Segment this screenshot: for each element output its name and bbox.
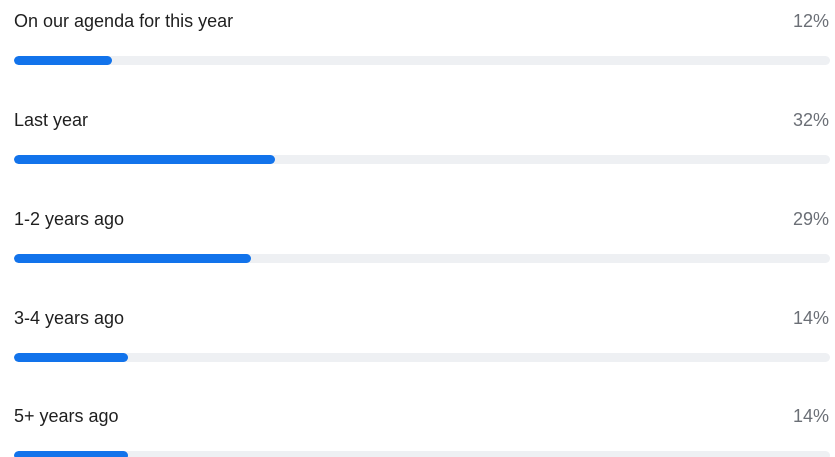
bar-fill [14, 353, 129, 362]
bar-track [14, 254, 830, 263]
chart-row: 5+ years ago 14% [0, 395, 835, 457]
value-label: 29% [792, 209, 829, 229]
bar-fill [14, 451, 129, 457]
bar-fill [14, 254, 251, 263]
chart-row: 3-4 years ago 14% [0, 297, 835, 377]
chart-row: Last year 32% [0, 99, 835, 179]
value-label: 32% [792, 110, 829, 130]
category-label: Last year [14, 110, 89, 130]
category-label: 1-2 years ago [14, 209, 125, 229]
bar-track [14, 155, 830, 164]
category-label: 5+ years ago [14, 406, 119, 426]
bar-fill [14, 56, 112, 65]
bar-fill [14, 155, 276, 164]
chart-row: On our agenda for this year 12% [0, 0, 835, 80]
bar-track [14, 451, 830, 457]
category-label: On our agenda for this year [14, 11, 234, 31]
category-label: 3-4 years ago [14, 308, 125, 328]
value-label: 14% [792, 308, 829, 328]
bar-track [14, 56, 830, 65]
value-label: 14% [792, 406, 829, 426]
value-label: 12% [792, 11, 829, 31]
chart-row: 1-2 years ago 29% [0, 198, 835, 278]
bar-track [14, 353, 830, 362]
